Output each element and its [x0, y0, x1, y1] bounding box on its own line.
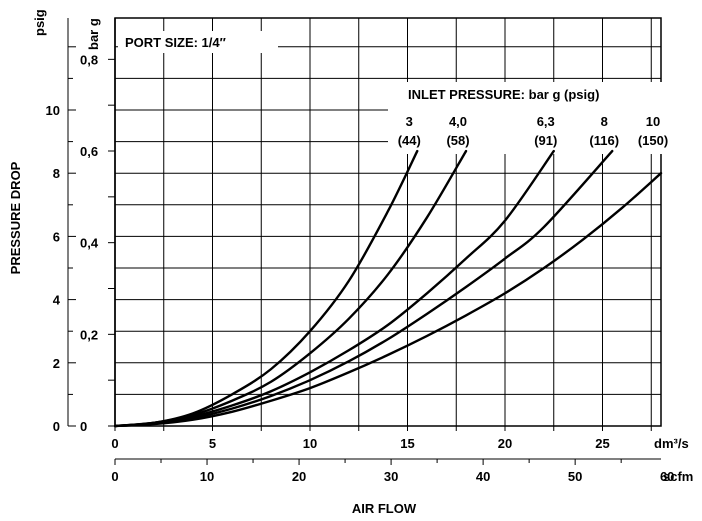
legend-backdrop [388, 82, 674, 154]
series-label-psig: (116) [589, 133, 619, 148]
y-tick-label-psig: 6 [53, 229, 60, 244]
series-line-2 [113, 149, 468, 428]
series-label-psig: (58) [446, 133, 469, 148]
y-tick-label-psig: 8 [53, 166, 60, 181]
x-tick-label-imperial: 10 [200, 469, 214, 484]
grid [115, 18, 661, 426]
y-tick-label-bar: 0,2 [80, 327, 98, 342]
x-unit-metric: dm³/s [654, 436, 689, 451]
legend-title: INLET PRESSURE: bar g (psig) [408, 87, 599, 102]
port-size-backdrop [118, 31, 278, 53]
y-tick-label-psig: 10 [46, 103, 60, 118]
series-label-psig: (91) [534, 133, 557, 148]
x-unit-imperial: scfm [663, 469, 693, 484]
series-label-bar: 8 [601, 114, 608, 129]
series-label-psig: (44) [398, 133, 421, 148]
series-label-bar: 4,0 [449, 114, 467, 129]
y-unit-psig: psig [32, 9, 47, 36]
series-line-5 [113, 172, 663, 428]
x-tick-label-imperial: 40 [476, 469, 490, 484]
series-label-bar: 10 [646, 114, 660, 129]
curves: 3 (44) 4,0 (58) 6,3 (91) 8 (116) 10 (150) [113, 114, 668, 428]
series-line-3 [113, 149, 555, 428]
x-tick-label-imperial: 60 [660, 469, 674, 484]
y-tick-label-bar: 0 [80, 419, 87, 434]
y-tick-label-psig: 0 [53, 419, 60, 434]
plot-frame [114, 17, 662, 427]
x-tick-label-metric: 25 [595, 436, 609, 451]
y-tick-label-bar: 0,4 [80, 236, 99, 251]
x-tick-label-imperial: 50 [568, 469, 582, 484]
y-tick-label-bar: 0,6 [80, 144, 98, 159]
x-tick-label-imperial: 30 [384, 469, 398, 484]
x-tick-label-metric: 20 [498, 436, 512, 451]
y-tick-label-psig: 2 [53, 356, 60, 371]
x-tick-label-metric: 0 [111, 436, 118, 451]
port-size-label: PORT SIZE: 1/4″ [125, 35, 226, 50]
y-unit-bar: bar g [86, 18, 101, 50]
x-tick-label-metric: 10 [303, 436, 317, 451]
series-line-4 [113, 149, 614, 428]
x-tick-label-metric: 5 [209, 436, 216, 451]
y-tick-label-bar: 0,8 [80, 52, 98, 67]
series-label-psig: (150) [638, 133, 668, 148]
y-tick-label-psig: 4 [53, 293, 61, 308]
series-label-bar: 6,3 [537, 114, 555, 129]
x-tick-label-metric: 15 [400, 436, 414, 451]
y-axis-title: PRESSURE DROP [8, 161, 23, 274]
series-label-bar: 3 [406, 114, 413, 129]
x-tick-label-imperial: 0 [111, 469, 118, 484]
x-tick-label-imperial: 20 [292, 469, 306, 484]
axes: 0 2 4 6 8 10 0 0,2 0,4 0,6 0,8 0 5 10 15 20 25 0 10 20 30 40 5… [46, 18, 674, 484]
x-axis-title: AIR FLOW [352, 501, 417, 516]
